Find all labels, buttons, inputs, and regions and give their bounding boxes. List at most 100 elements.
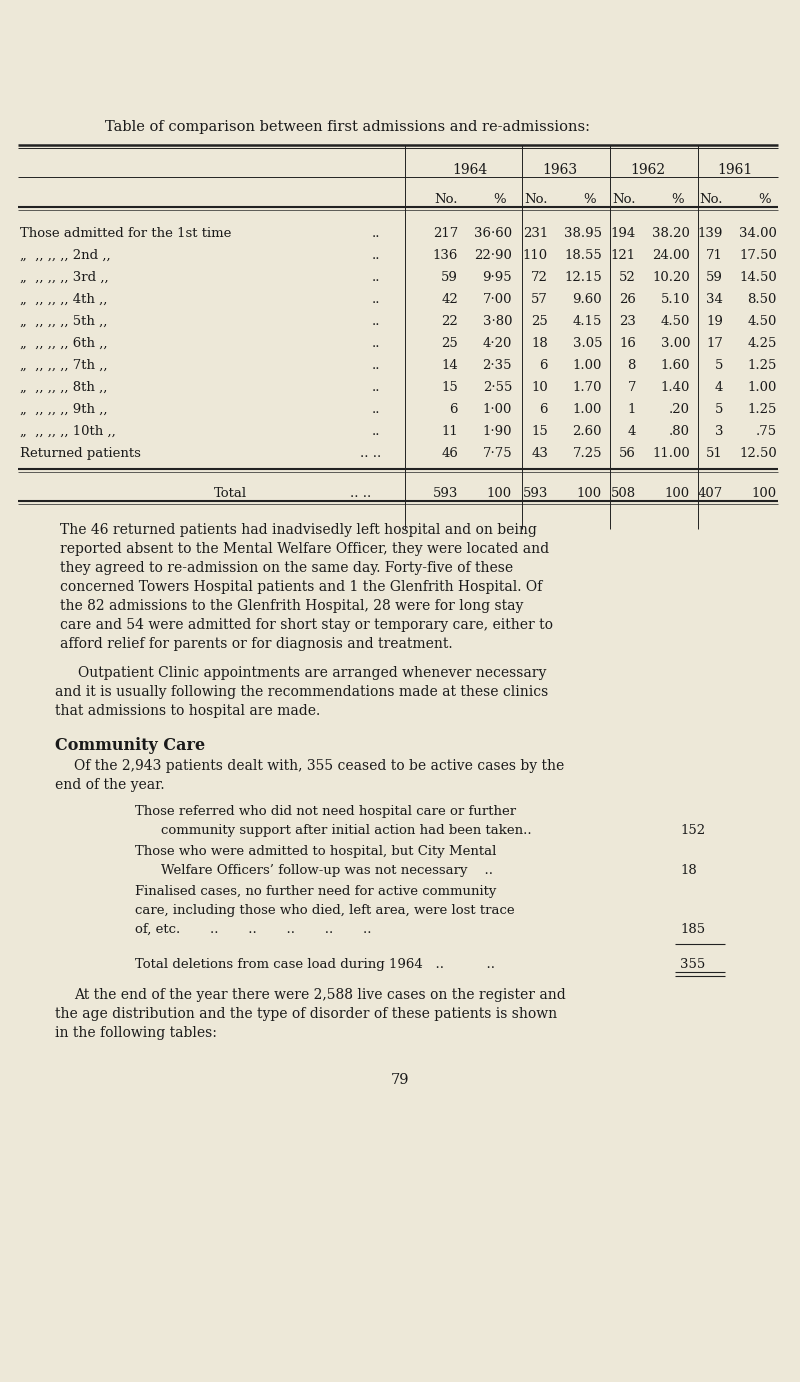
Text: 71: 71 <box>706 249 723 263</box>
Text: 11: 11 <box>442 426 458 438</box>
Text: 4·20: 4·20 <box>482 337 512 350</box>
Text: 3·80: 3·80 <box>482 315 512 328</box>
Text: 5: 5 <box>714 359 723 372</box>
Text: 56: 56 <box>619 446 636 460</box>
Text: „  ,, ,, ,, 7th ,,: „ ,, ,, ,, 7th ,, <box>20 359 107 372</box>
Text: 3: 3 <box>714 426 723 438</box>
Text: 16: 16 <box>619 337 636 350</box>
Text: 14: 14 <box>442 359 458 372</box>
Text: Those referred who did not need hospital care or further: Those referred who did not need hospital… <box>135 804 516 818</box>
Text: Total deletions from case load during 1964   ..          ..: Total deletions from case load during 19… <box>135 958 495 972</box>
Text: „  ,, ,, ,, 3rd ,,: „ ,, ,, ,, 3rd ,, <box>20 271 109 283</box>
Text: „  ,, ,, ,, 10th ,,: „ ,, ,, ,, 10th ,, <box>20 426 116 438</box>
Text: 231: 231 <box>522 227 548 240</box>
Text: they agreed to re-admission on the same day. Forty-five of these: they agreed to re-admission on the same … <box>60 561 513 575</box>
Text: ..: .. <box>372 293 381 305</box>
Text: 593: 593 <box>522 486 548 500</box>
Text: 2·55: 2·55 <box>482 381 512 394</box>
Text: No.: No. <box>434 193 458 206</box>
Text: ..: .. <box>372 315 381 328</box>
Text: 10: 10 <box>531 381 548 394</box>
Text: 136: 136 <box>433 249 458 263</box>
Text: 17.50: 17.50 <box>739 249 777 263</box>
Text: 3.05: 3.05 <box>573 337 602 350</box>
Text: 10.20: 10.20 <box>652 271 690 283</box>
Text: 18: 18 <box>531 337 548 350</box>
Text: reported absent to the Mental Welfare Officer, they were located and: reported absent to the Mental Welfare Of… <box>60 542 549 556</box>
Text: 5: 5 <box>714 404 723 416</box>
Text: 1963: 1963 <box>542 163 578 177</box>
Text: 36·60: 36·60 <box>474 227 512 240</box>
Text: 152: 152 <box>680 824 705 837</box>
Text: 22·90: 22·90 <box>474 249 512 263</box>
Text: 14.50: 14.50 <box>739 271 777 283</box>
Text: 4.50: 4.50 <box>661 315 690 328</box>
Text: 100: 100 <box>487 486 512 500</box>
Text: 1.70: 1.70 <box>573 381 602 394</box>
Text: 217: 217 <box>433 227 458 240</box>
Text: 355: 355 <box>680 958 706 972</box>
Text: Total: Total <box>214 486 246 500</box>
Text: the 82 admissions to the Glenfrith Hospital, 28 were for long stay: the 82 admissions to the Glenfrith Hospi… <box>60 598 523 614</box>
Text: ..: .. <box>372 337 381 350</box>
Text: „  ,, ,, ,, 2nd ,,: „ ,, ,, ,, 2nd ,, <box>20 249 110 263</box>
Text: 8: 8 <box>628 359 636 372</box>
Text: No.: No. <box>699 193 722 206</box>
Text: 1·00: 1·00 <box>482 404 512 416</box>
Text: .80: .80 <box>669 426 690 438</box>
Text: end of the year.: end of the year. <box>55 778 165 792</box>
Text: 4.50: 4.50 <box>748 315 777 328</box>
Text: 139: 139 <box>698 227 723 240</box>
Text: 1.00: 1.00 <box>573 359 602 372</box>
Text: 2·35: 2·35 <box>482 359 512 372</box>
Text: .75: .75 <box>756 426 777 438</box>
Text: 57: 57 <box>531 293 548 305</box>
Text: in the following tables:: in the following tables: <box>55 1025 217 1041</box>
Text: afford relief for parents or for diagnosis and treatment.: afford relief for parents or for diagnos… <box>60 637 453 651</box>
Text: „  ,, ,, ,, 6th ,,: „ ,, ,, ,, 6th ,, <box>20 337 107 350</box>
Text: ..: .. <box>372 359 381 372</box>
Text: 508: 508 <box>611 486 636 500</box>
Text: 19: 19 <box>706 315 723 328</box>
Text: 194: 194 <box>610 227 636 240</box>
Text: 42: 42 <box>442 293 458 305</box>
Text: 4: 4 <box>714 381 723 394</box>
Text: 17: 17 <box>706 337 723 350</box>
Text: 59: 59 <box>706 271 723 283</box>
Text: 52: 52 <box>619 271 636 283</box>
Text: At the end of the year there were 2,588 live cases on the register and: At the end of the year there were 2,588 … <box>74 988 566 1002</box>
Text: 1.00: 1.00 <box>573 404 602 416</box>
Text: 1961: 1961 <box>718 163 753 177</box>
Text: 100: 100 <box>577 486 602 500</box>
Text: 38.95: 38.95 <box>564 227 602 240</box>
Text: that admissions to hospital are made.: that admissions to hospital are made. <box>55 703 320 719</box>
Text: ..: .. <box>372 271 381 283</box>
Text: 1962: 1962 <box>630 163 666 177</box>
Text: of, etc.       ..       ..       ..       ..       ..: of, etc. .. .. .. .. .. <box>135 923 371 936</box>
Text: 7.25: 7.25 <box>573 446 602 460</box>
Text: No.: No. <box>612 193 636 206</box>
Text: .. ..: .. .. <box>350 486 371 500</box>
Text: 6: 6 <box>539 404 548 416</box>
Text: Welfare Officers’ follow-up was not necessary    ..: Welfare Officers’ follow-up was not nece… <box>161 864 493 878</box>
Text: 110: 110 <box>523 249 548 263</box>
Text: the age distribution and the type of disorder of these patients is shown: the age distribution and the type of dis… <box>55 1007 557 1021</box>
Text: 3.00: 3.00 <box>661 337 690 350</box>
Text: care, including those who died, left area, were lost trace: care, including those who died, left are… <box>135 904 514 918</box>
Text: No.: No. <box>524 193 548 206</box>
Text: „  ,, ,, ,, 9th ,,: „ ,, ,, ,, 9th ,, <box>20 404 107 416</box>
Text: 72: 72 <box>531 271 548 283</box>
Text: Those who were admitted to hospital, but City Mental: Those who were admitted to hospital, but… <box>135 844 496 858</box>
Text: 100: 100 <box>752 486 777 500</box>
Text: ..: .. <box>372 426 381 438</box>
Text: care and 54 were admitted for short stay or temporary care, either to: care and 54 were admitted for short stay… <box>60 618 553 632</box>
Text: 34.00: 34.00 <box>739 227 777 240</box>
Text: 18: 18 <box>680 864 697 878</box>
Text: Returned patients: Returned patients <box>20 446 141 460</box>
Text: 4.15: 4.15 <box>573 315 602 328</box>
Text: 593: 593 <box>433 486 458 500</box>
Text: 6: 6 <box>539 359 548 372</box>
Text: 79: 79 <box>390 1072 410 1088</box>
Text: 5.10: 5.10 <box>661 293 690 305</box>
Text: .20: .20 <box>669 404 690 416</box>
